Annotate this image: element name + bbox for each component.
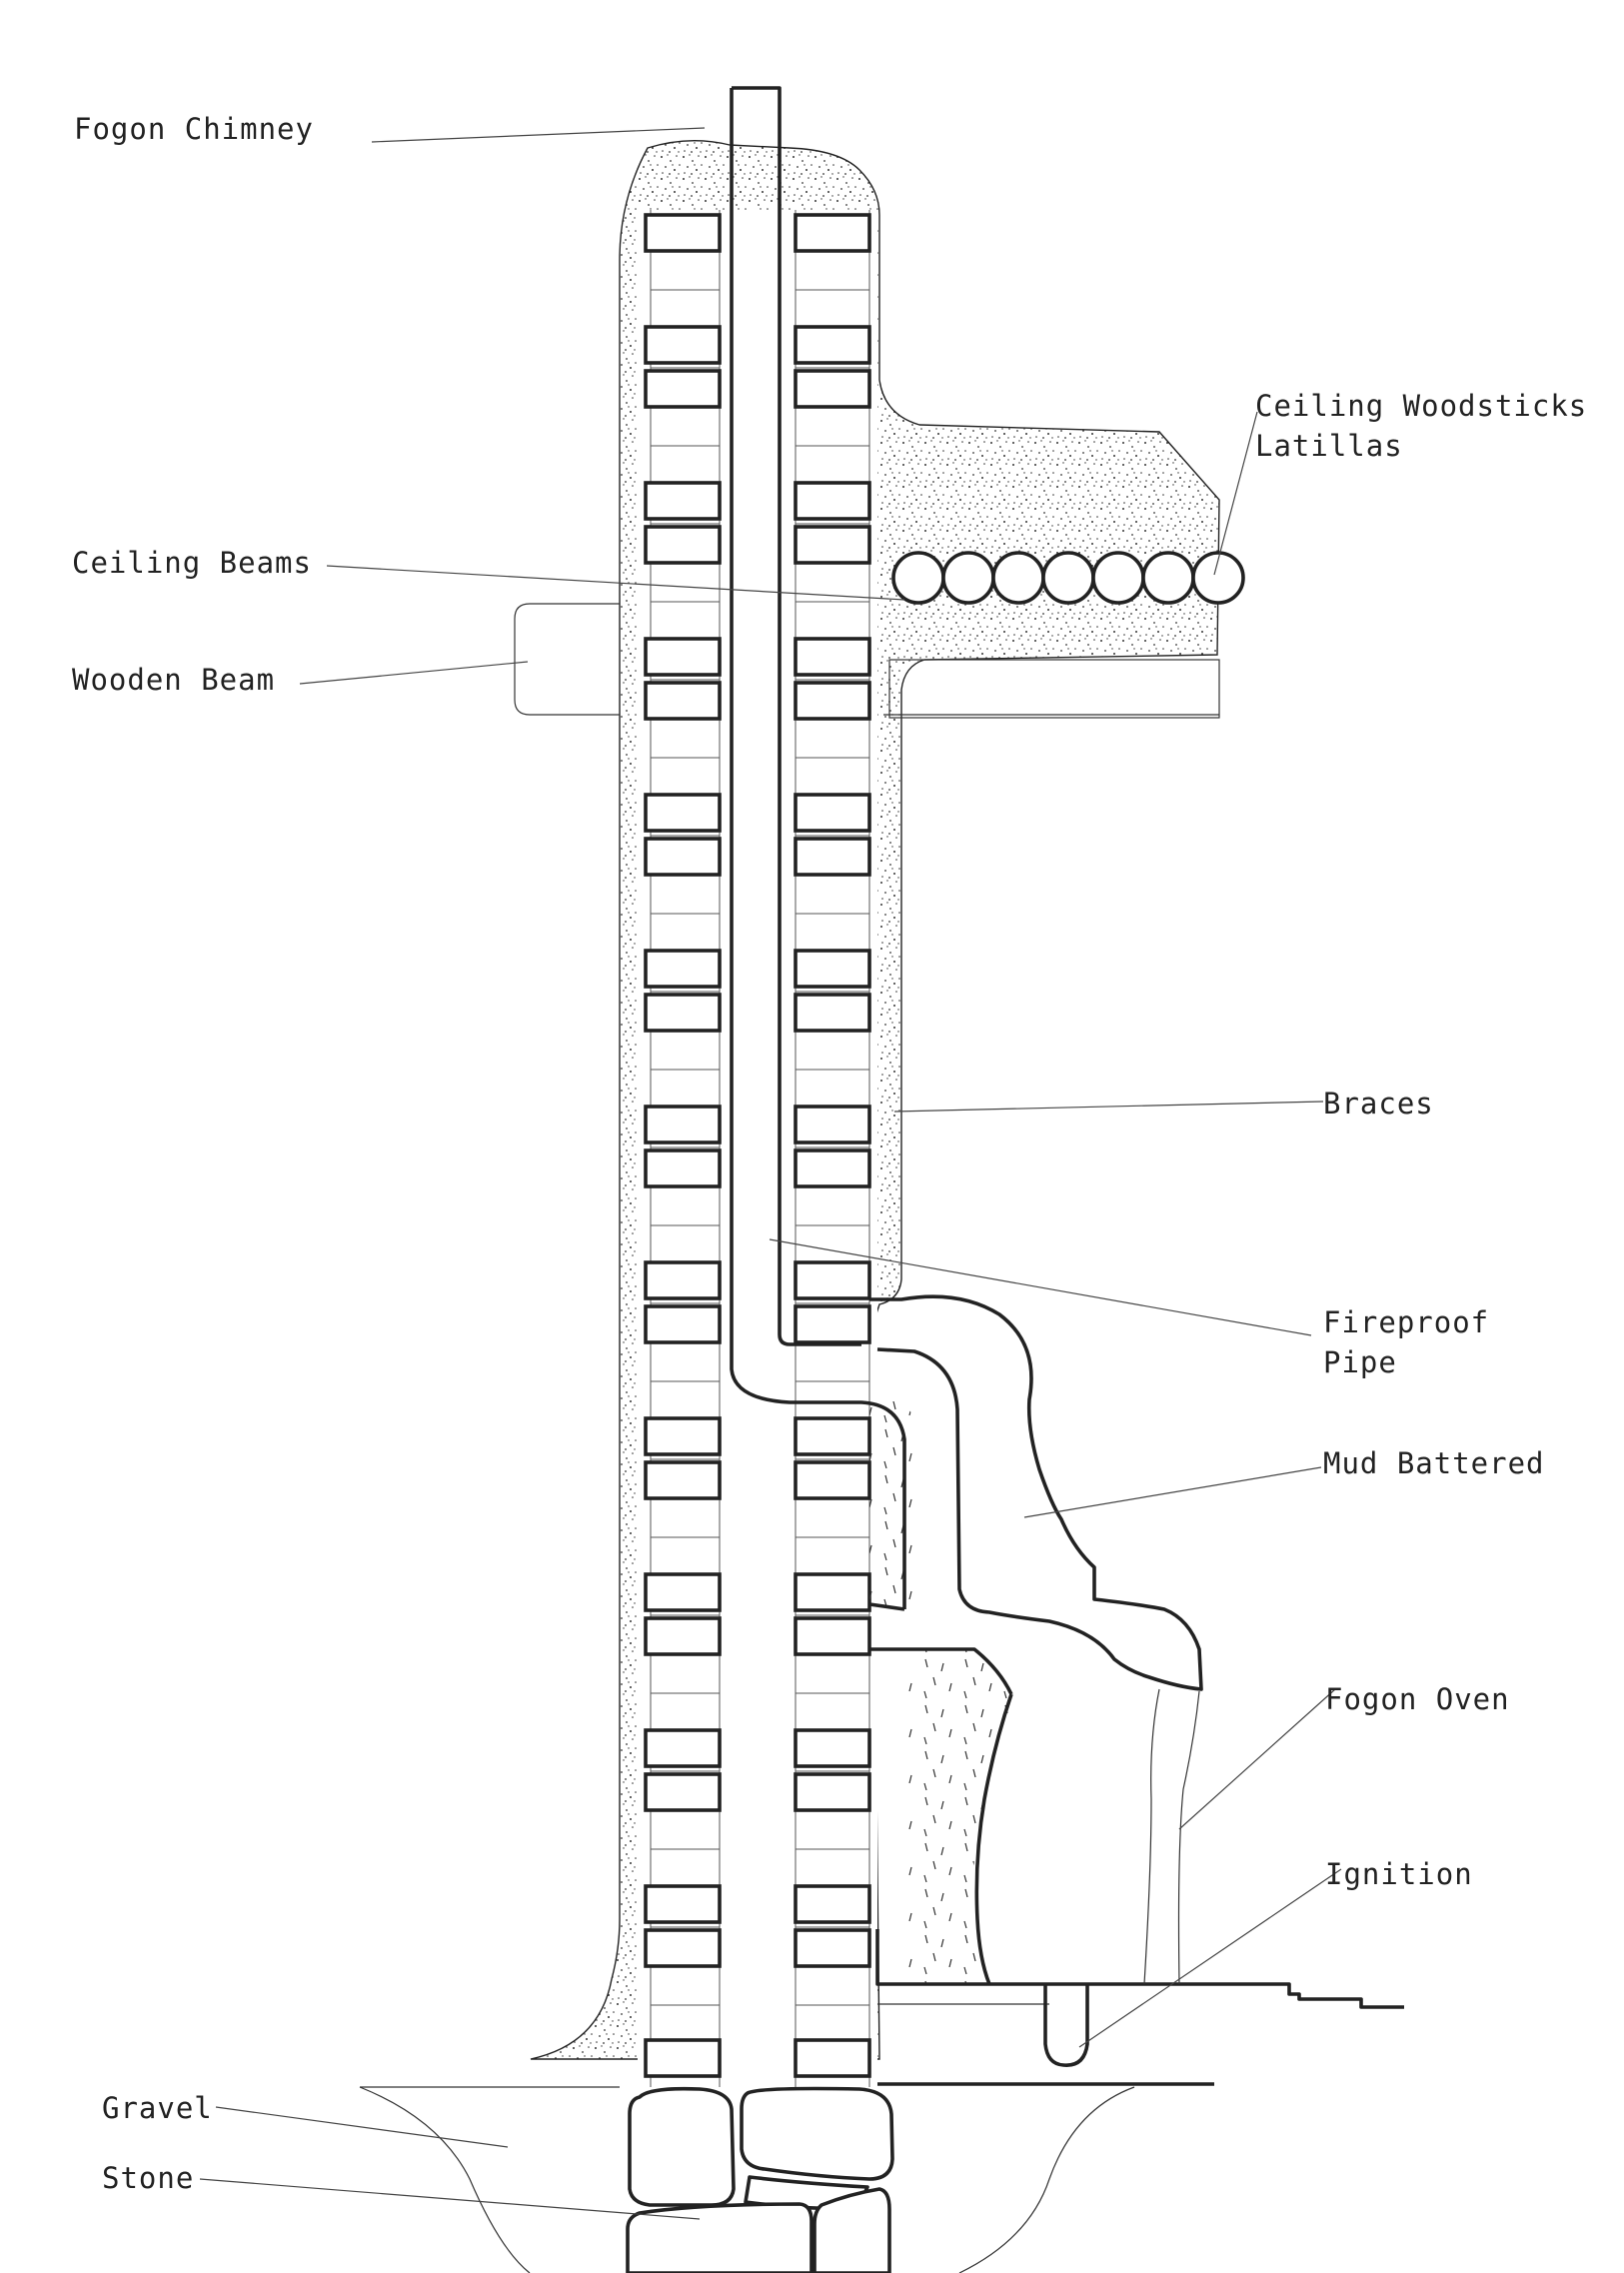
brace-brick <box>794 1616 871 1656</box>
latilla-woodstick <box>991 551 1045 605</box>
brace-brick <box>644 1105 722 1144</box>
brace-brick <box>644 1416 722 1456</box>
brace-brick <box>794 1105 871 1144</box>
oven-inner-top <box>869 1647 1013 1695</box>
brace-brick <box>794 525 871 565</box>
oven-front-wall-outer <box>1143 1688 1160 1985</box>
brace-brick <box>644 793 722 833</box>
brace-brick <box>644 1260 722 1300</box>
ceiling-beams-braces <box>644 213 871 2078</box>
brace-brick <box>644 993 722 1033</box>
brace-brick <box>794 2038 871 2078</box>
brace-brick <box>644 325 722 365</box>
latilla-woodstick <box>1091 551 1145 605</box>
latilla-woodstick <box>941 551 995 605</box>
label-mud-battered: Mud Battered <box>1323 1446 1545 1480</box>
oven-fill-lower <box>904 1649 1011 1984</box>
foundation-stones <box>626 2086 894 2273</box>
fireproof-pipe-inner <box>730 88 906 1609</box>
ceiling-woodsticks-latillas <box>891 551 1245 605</box>
brace-brick <box>794 481 871 521</box>
label-fogon-chimney: Fogon Chimney <box>74 112 314 146</box>
brace-brick <box>644 1304 722 1344</box>
brace-brick <box>644 949 722 989</box>
label-fogon-oven: Fogon Oven <box>1325 1682 1510 1716</box>
brace-brick <box>794 793 871 833</box>
brace-brick <box>794 325 871 365</box>
latilla-woodstick <box>891 551 945 605</box>
label-gravel: Gravel <box>102 2091 213 2125</box>
oven-base <box>875 1929 1404 2009</box>
brace-brick <box>644 1884 722 1924</box>
label-ceiling-woodsticks: Ceiling Woodsticks <box>1255 389 1587 423</box>
brace-brick <box>794 637 871 677</box>
label-fireproof: Fireproof <box>1323 1305 1489 1339</box>
label-ignition: Ignition <box>1325 1857 1473 1891</box>
brace-brick <box>644 1928 722 1968</box>
brace-brick <box>794 213 871 253</box>
brace-brick <box>644 1772 722 1812</box>
ignition-chamber <box>1043 1984 1089 2067</box>
brace-brick <box>794 1148 871 1188</box>
brace-brick <box>794 1460 871 1500</box>
label-ceiling-beams: Ceiling Beams <box>72 546 312 580</box>
label-pipe: Pipe <box>1323 1345 1397 1379</box>
brace-brick <box>794 949 871 989</box>
brace-brick <box>794 1928 871 1968</box>
brace-brick <box>794 993 871 1033</box>
oven-fill-upper <box>869 1401 915 1609</box>
leader-lines <box>199 127 1342 2220</box>
mud-battered-oven <box>869 1294 1203 1691</box>
gravel-trench-right <box>958 2086 1135 2273</box>
label-stone: Stone <box>102 2161 194 2195</box>
brace-brick <box>644 481 722 521</box>
gravel-trench <box>359 2086 531 2273</box>
oven-cavity <box>974 1693 1013 1985</box>
latilla-woodstick <box>1141 551 1195 605</box>
brace-brick <box>794 681 871 721</box>
fireproof-pipe <box>732 86 861 1346</box>
brace-brick <box>794 369 871 409</box>
brace-brick <box>794 1884 871 1924</box>
brace-brick <box>644 1572 722 1612</box>
oven-left-wall <box>868 1602 905 1611</box>
brace-brick <box>794 1728 871 1768</box>
label-latillas: Latillas <box>1255 429 1403 463</box>
brace-brick <box>644 637 722 677</box>
brace-brick <box>794 1304 871 1344</box>
brace-brick <box>644 1460 722 1500</box>
oven-front-wall <box>1177 1690 1200 1985</box>
brace-brick <box>644 2038 722 2078</box>
latilla-woodstick <box>1191 551 1245 605</box>
brace-brick <box>644 837 722 877</box>
brace-brick <box>794 1416 871 1456</box>
brace-brick <box>794 1572 871 1612</box>
ceiling-slab-lower-edge <box>888 659 1220 719</box>
wooden-beam <box>514 603 620 716</box>
brace-brick <box>644 681 722 721</box>
latilla-woodstick <box>1041 551 1095 605</box>
brace-brick <box>644 369 722 409</box>
label-wooden-beam: Wooden Beam <box>72 663 275 697</box>
label-braces: Braces <box>1323 1087 1434 1121</box>
brace-brick <box>794 1772 871 1812</box>
brace-brick <box>644 525 722 565</box>
brace-brick <box>644 213 722 253</box>
brace-brick <box>644 1728 722 1768</box>
brace-brick <box>794 1260 871 1300</box>
brace-brick <box>644 1148 722 1188</box>
brace-brick <box>644 1616 722 1656</box>
brace-brick <box>794 837 871 877</box>
